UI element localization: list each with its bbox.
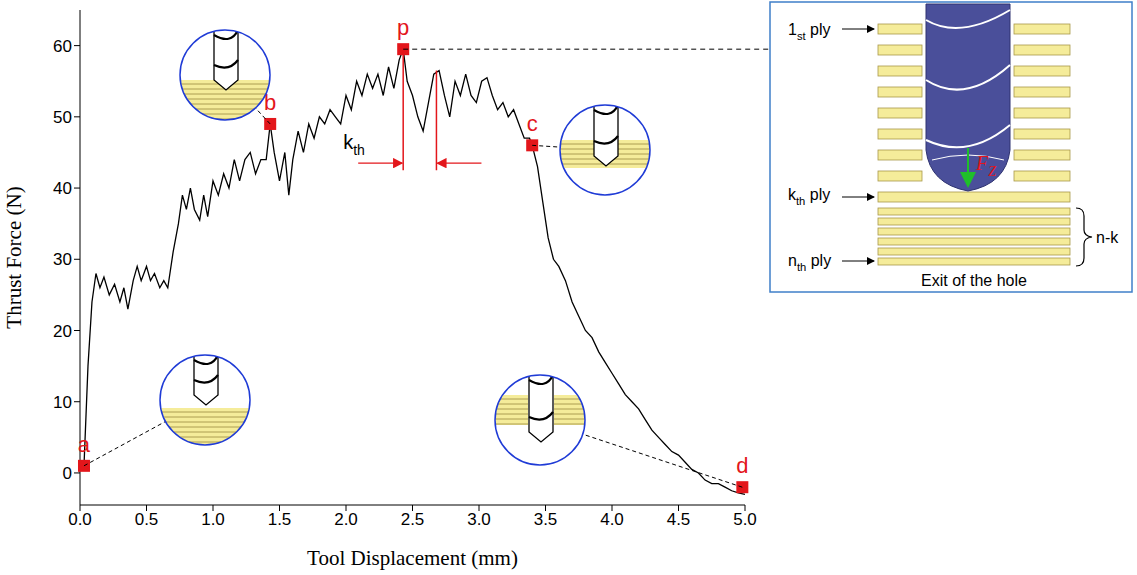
svg-text:kth ply: kth ply	[788, 186, 830, 207]
svg-text:1.0: 1.0	[201, 510, 225, 529]
svg-text:Tool Displacement (mm): Tool Displacement (mm)	[307, 546, 518, 570]
svg-text:30: 30	[53, 250, 72, 269]
svg-text:1st ply: 1st ply	[788, 21, 831, 42]
svg-text:0.0: 0.0	[68, 510, 92, 529]
svg-text:20: 20	[53, 322, 72, 341]
svg-text:d: d	[736, 453, 748, 478]
svg-text:b: b	[264, 90, 276, 115]
svg-text:4.0: 4.0	[600, 510, 624, 529]
svg-text:0.5: 0.5	[135, 510, 159, 529]
svg-text:60: 60	[53, 37, 72, 56]
svg-text:Thrust Force (N): Thrust Force (N)	[2, 186, 26, 328]
svg-text:40: 40	[53, 179, 72, 198]
svg-text:p: p	[397, 15, 409, 40]
svg-text:n-k: n-k	[1096, 229, 1119, 246]
svg-text:0: 0	[63, 464, 72, 483]
svg-text:3.0: 3.0	[467, 510, 491, 529]
svg-text:3.5: 3.5	[534, 510, 558, 529]
svg-text:2.5: 2.5	[401, 510, 425, 529]
svg-text:10: 10	[53, 393, 72, 412]
svg-text:50: 50	[53, 108, 72, 127]
svg-text:FZ: FZ	[975, 152, 996, 179]
svg-text:a: a	[78, 432, 91, 457]
svg-text:kth: kth	[343, 131, 365, 158]
svg-text:4.5: 4.5	[667, 510, 691, 529]
svg-text:c: c	[527, 111, 538, 136]
svg-text:1.5: 1.5	[268, 510, 292, 529]
svg-text:Exit of the hole: Exit of the hole	[921, 272, 1027, 289]
svg-text:nth ply: nth ply	[788, 252, 831, 273]
svg-text:2.0: 2.0	[334, 510, 358, 529]
svg-text:5.0: 5.0	[733, 510, 757, 529]
